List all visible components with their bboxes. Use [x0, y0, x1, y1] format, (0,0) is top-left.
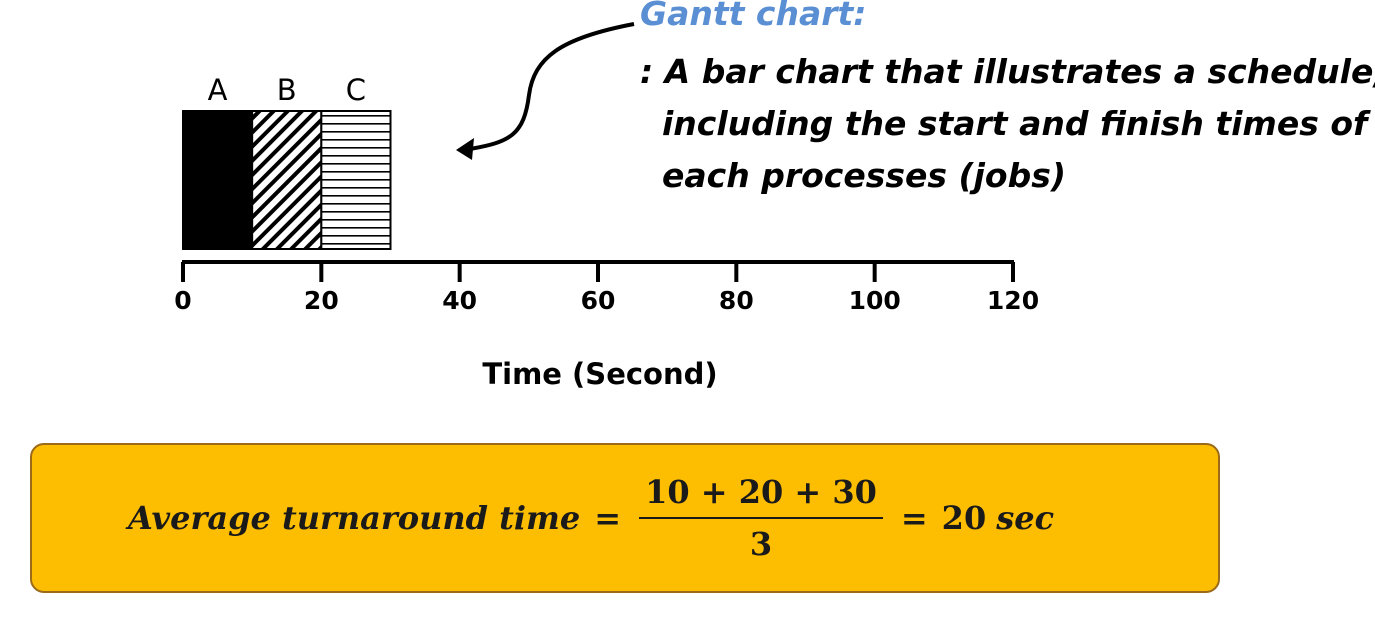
formula-unit: sec [996, 499, 1055, 537]
formula-denominator: 3 [749, 525, 773, 563]
bar-b [251, 110, 323, 250]
x-tick-label: 40 [442, 286, 477, 315]
bar-label-b: B [277, 73, 297, 107]
x-tick-label: 0 [174, 286, 191, 315]
x-axis-title: Time (Second) [482, 357, 717, 391]
bar-label-a: A [208, 73, 228, 107]
formula-numerator: 10 + 20 + 30 [639, 473, 883, 519]
annotation-body: : A bar chart that illustrates a schedul… [640, 46, 1375, 202]
arrow-head-icon [456, 138, 474, 160]
x-tick-label: 80 [719, 286, 754, 315]
x-tick-label: 20 [304, 286, 339, 315]
x-tick-label: 100 [849, 286, 901, 315]
bar-a [182, 110, 254, 250]
bar-label-c: C [346, 73, 366, 107]
x-tick-labels: 0 20 40 60 80 100 120 [174, 286, 1039, 315]
bar-c [320, 110, 392, 250]
turnaround-formula: Average turnaround time = 10 + 20 + 30 3… [128, 445, 1054, 591]
annotation-line: including the start and finish times of [662, 104, 1368, 143]
formula-box: Average turnaround time = 10 + 20 + 30 3… [30, 443, 1220, 593]
bar-labels-layer: A B C [208, 73, 366, 107]
formula-equals: = [594, 499, 622, 537]
formula-lhs: Average turnaround time [128, 499, 581, 537]
bars-layer [182, 110, 392, 250]
annotation-title: Gantt chart: [640, 0, 867, 33]
x-tick-label: 120 [987, 286, 1039, 315]
curved-arrow-icon [469, 22, 635, 151]
formula-result: 20 [941, 499, 987, 537]
annotation-line: : A bar chart that illustrates a schedul… [640, 52, 1375, 91]
annotation-line: each processes (jobs) [662, 156, 1066, 195]
x-tick-label: 60 [581, 286, 616, 315]
x-axis [181, 260, 1015, 282]
formula-equals-2: = [900, 499, 928, 537]
formula-fraction: 10 + 20 + 30 3 [639, 473, 883, 563]
